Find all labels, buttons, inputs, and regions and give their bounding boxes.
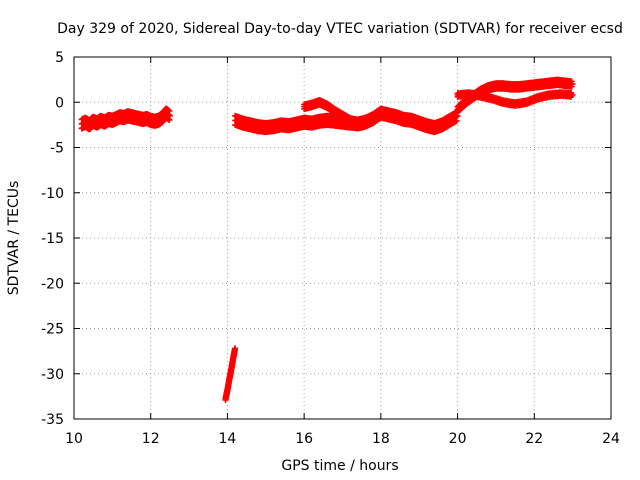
y-tick-label: -5: [50, 141, 64, 157]
y-tick-label: -30: [41, 367, 64, 383]
y-tick-label: -15: [41, 231, 64, 247]
x-tick-label: 14: [219, 431, 237, 447]
data-point: [232, 345, 239, 352]
series: [78, 76, 576, 403]
y-axis-title: SDTVAR / TECUs: [6, 181, 22, 296]
data-point: [362, 120, 369, 127]
x-tick-label: 10: [65, 431, 83, 447]
data-point: [569, 92, 576, 99]
ticks: [73, 56, 612, 420]
x-tick-label: 22: [525, 431, 543, 447]
x-tick-label: 12: [142, 431, 160, 447]
series-segment-2: [222, 345, 239, 403]
y-tick-label: -20: [41, 276, 64, 292]
x-tick-label: 16: [295, 431, 313, 447]
chart-title: Day 329 of 2020, Sidereal Day-to-day VTE…: [57, 21, 623, 37]
y-tick-label: 0: [55, 95, 64, 111]
y-tick-label: -10: [41, 186, 64, 202]
x-tick-label: 18: [372, 431, 390, 447]
data-point: [166, 112, 173, 119]
y-tick-label: -25: [41, 322, 64, 338]
tick-labels: 10 12 14 16 18 20 22 24 5 0 -5 -10 -15 -20 -25 -30 -35: [41, 50, 620, 447]
y-tick-label: 5: [55, 50, 64, 66]
x-tick-label: 24: [602, 431, 620, 447]
data-point: [568, 78, 575, 85]
data-point: [569, 81, 576, 88]
x-tick-label: 20: [449, 431, 467, 447]
series-segment-4: [301, 96, 369, 130]
y-tick-label: -35: [41, 412, 64, 428]
series-segment-6: [454, 89, 576, 109]
series-segment-1: [78, 105, 173, 133]
x-axis-title: GPS time / hours: [281, 458, 398, 474]
